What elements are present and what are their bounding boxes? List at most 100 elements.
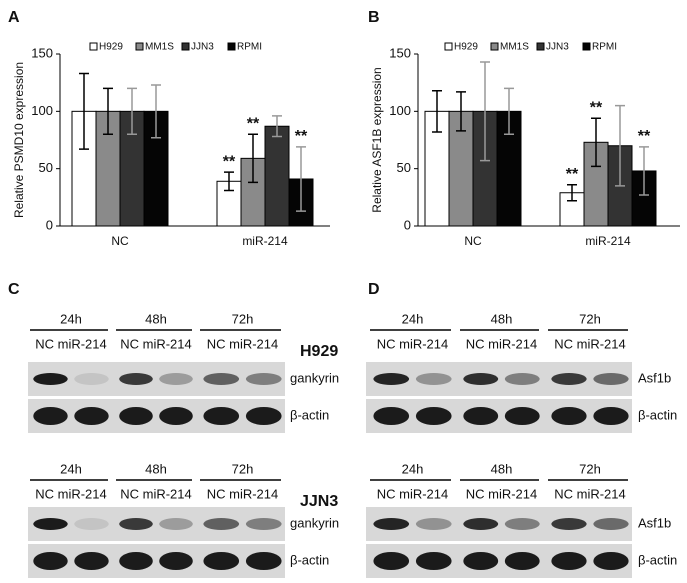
- band: [119, 552, 153, 570]
- band: [74, 407, 109, 425]
- band: [463, 407, 499, 425]
- protein-label: gankyrin: [290, 370, 339, 385]
- band: [504, 407, 540, 425]
- legend-swatch: [536, 42, 545, 51]
- band: [245, 552, 282, 570]
- time-label: 72h: [232, 311, 254, 326]
- band: [593, 407, 629, 425]
- blot-strip: [366, 507, 632, 541]
- band: [159, 373, 193, 385]
- blot-strip: [28, 544, 285, 578]
- legend-swatch: [181, 42, 190, 51]
- cell-line: H929: [300, 343, 338, 360]
- significance: **: [295, 128, 308, 145]
- band: [463, 518, 499, 530]
- blot-strip: [28, 507, 285, 541]
- lane-label: NC miR-214: [377, 336, 449, 351]
- panel-label: B: [368, 9, 380, 26]
- protein-label: Asf1b: [638, 370, 671, 385]
- lane-label: NC miR-214: [554, 336, 626, 351]
- band: [245, 518, 282, 530]
- y-tick-label: 50: [39, 160, 53, 175]
- band: [373, 552, 410, 570]
- band: [551, 373, 587, 385]
- y-axis-label: Relative PSMD10 expression: [12, 62, 26, 218]
- y-tick-label: 150: [31, 45, 53, 60]
- protein-label: β-actin: [638, 407, 677, 422]
- legend-swatch: [490, 42, 499, 51]
- legend-swatch: [227, 42, 236, 51]
- time-label: 72h: [579, 311, 601, 326]
- band: [245, 373, 282, 385]
- band: [463, 552, 499, 570]
- significance: **: [590, 99, 603, 116]
- protein-label: Asf1b: [638, 515, 671, 530]
- error-bar: [615, 104, 625, 187]
- y-tick-label: 50: [397, 160, 411, 175]
- band: [33, 552, 68, 570]
- y-tick-label: 150: [389, 45, 411, 60]
- error-bar: [591, 117, 601, 168]
- x-tick-label: NC: [464, 234, 482, 248]
- band: [415, 518, 452, 530]
- band: [74, 518, 109, 530]
- band: [159, 518, 193, 530]
- error-bar: [224, 171, 234, 192]
- panel-label: C: [8, 281, 20, 298]
- error-bar: [567, 183, 577, 202]
- y-tick-label: 0: [46, 217, 53, 232]
- y-tick-label: 0: [404, 217, 411, 232]
- x-tick-label: miR-214: [242, 234, 288, 248]
- error-bar: [504, 87, 514, 136]
- legend-label: H929: [454, 42, 478, 53]
- x-tick-label: NC: [111, 234, 129, 248]
- blot-strip: [28, 362, 285, 396]
- band: [504, 552, 540, 570]
- band: [119, 407, 153, 425]
- band: [203, 407, 240, 425]
- legend-label: RPMI: [592, 42, 617, 53]
- significance: **: [638, 128, 651, 145]
- error-bar: [296, 146, 306, 212]
- time-label: 48h: [145, 461, 167, 476]
- y-axis-label: Relative ASF1B expression: [370, 67, 384, 212]
- blot-strip: [366, 362, 632, 396]
- y-tick-label: 100: [389, 103, 411, 118]
- time-label: 72h: [579, 461, 601, 476]
- x-tick-label: miR-214: [585, 234, 631, 248]
- band: [551, 407, 587, 425]
- legend-label: MM1S: [500, 42, 529, 53]
- lane-label: NC miR-214: [120, 336, 192, 351]
- time-label: 24h: [402, 311, 424, 326]
- error-bar: [272, 115, 282, 138]
- time-label: 48h: [491, 461, 513, 476]
- band: [33, 407, 68, 425]
- legend-swatch: [135, 42, 144, 51]
- error-bar: [456, 91, 466, 132]
- significance: **: [247, 115, 260, 132]
- error-bar: [480, 61, 490, 162]
- blot-strip: [28, 399, 285, 433]
- legend-label: RPMI: [237, 42, 262, 53]
- error-bar: [639, 146, 649, 196]
- lane-label: NC miR-214: [207, 486, 279, 501]
- band: [593, 552, 629, 570]
- band: [203, 518, 240, 530]
- lane-label: NC miR-214: [120, 486, 192, 501]
- band: [593, 518, 629, 530]
- time-label: 24h: [60, 311, 82, 326]
- band: [159, 552, 193, 570]
- y-tick-label: 100: [31, 103, 53, 118]
- band: [593, 373, 629, 385]
- error-bar: [432, 89, 442, 133]
- time-label: 48h: [145, 311, 167, 326]
- band: [119, 373, 153, 385]
- band: [203, 552, 240, 570]
- legend-label: JJN3: [546, 42, 569, 53]
- error-bar: [79, 72, 89, 150]
- band: [203, 373, 240, 385]
- error-bar: [127, 87, 137, 136]
- protein-label: gankyrin: [290, 515, 339, 530]
